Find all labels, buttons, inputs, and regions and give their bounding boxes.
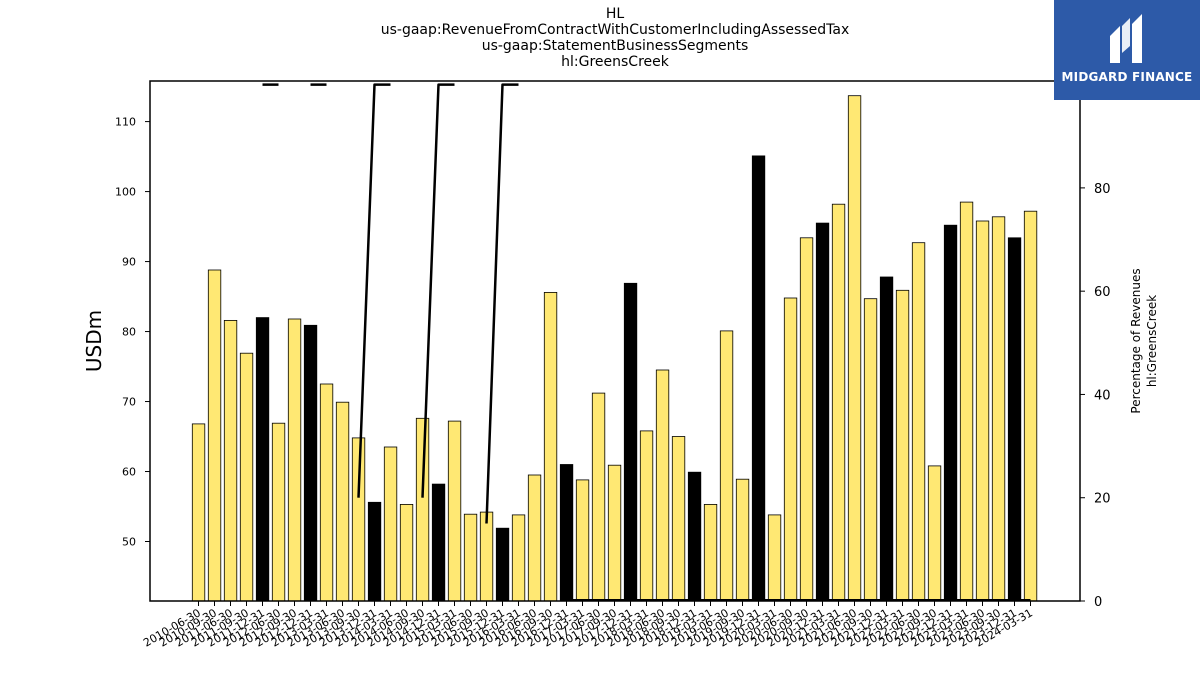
logo-mark-icon bbox=[1110, 14, 1142, 63]
bar-3 bbox=[239, 352, 254, 602]
bar-33 bbox=[719, 330, 734, 602]
bar-36 bbox=[767, 514, 782, 602]
bar-28 bbox=[639, 430, 654, 602]
y2-tick-label-4: 80 bbox=[1094, 182, 1111, 197]
bar-8 bbox=[319, 383, 334, 602]
bar-18 bbox=[479, 511, 494, 602]
bar-15 bbox=[431, 483, 446, 602]
y2-tick-label-3: 60 bbox=[1094, 285, 1111, 300]
title-line-ticker: HL bbox=[605, 6, 625, 22]
bar-9 bbox=[335, 401, 350, 602]
bar-31 bbox=[687, 471, 702, 602]
bar-27 bbox=[623, 282, 638, 602]
bar-34 bbox=[735, 478, 750, 602]
y2-axis-label-0: Percentage of Revenues bbox=[1129, 268, 1143, 413]
y2-axis-label-1: hl:GreensCreek bbox=[1145, 295, 1159, 387]
y-tick-label-0: 50 bbox=[122, 536, 136, 549]
bar-0 bbox=[191, 423, 206, 602]
bar-19 bbox=[495, 527, 510, 602]
bar-47 bbox=[943, 224, 958, 602]
bar-4 bbox=[255, 317, 270, 602]
bar-51 bbox=[1007, 237, 1022, 602]
y-tick-label-6: 110 bbox=[115, 116, 136, 129]
bar-11 bbox=[367, 501, 382, 602]
bar-23 bbox=[559, 464, 574, 602]
y-tick-label-3: 80 bbox=[122, 326, 136, 339]
y-axis-label: USDm bbox=[82, 310, 106, 372]
bar-48 bbox=[959, 201, 974, 602]
bar-44 bbox=[895, 289, 910, 602]
y-tick-label-1: 60 bbox=[122, 466, 136, 479]
bar-35 bbox=[751, 155, 766, 602]
bar-17 bbox=[463, 513, 478, 602]
bar-52 bbox=[1023, 210, 1038, 602]
title-line-member: hl:GreensCreek bbox=[561, 54, 669, 70]
bar-24 bbox=[575, 479, 590, 602]
title-line-axis: us-gaap:StatementBusinessSegments bbox=[481, 38, 749, 54]
bar-50 bbox=[991, 216, 1006, 602]
bar-43 bbox=[879, 276, 894, 602]
bar-22 bbox=[543, 291, 558, 602]
chart-title: HL us-gaap:RevenueFromContractWithCustom… bbox=[150, 6, 1080, 70]
bar-39 bbox=[815, 222, 830, 602]
bar-14 bbox=[415, 417, 430, 602]
title-line-concept: us-gaap:RevenueFromContractWithCustomerI… bbox=[380, 22, 850, 38]
bar-46 bbox=[927, 465, 942, 602]
y-tick-label-2: 70 bbox=[122, 396, 136, 409]
y2-tick-label-1: 20 bbox=[1094, 492, 1111, 507]
bar-26 bbox=[607, 464, 622, 602]
bar-20 bbox=[511, 514, 526, 602]
bar-13 bbox=[399, 503, 414, 602]
bar-1 bbox=[207, 269, 222, 602]
midgard-finance-logo: MIDGARD FINANCE bbox=[1054, 0, 1200, 100]
bar-45 bbox=[911, 242, 926, 602]
bar-12 bbox=[383, 446, 398, 602]
bar-37 bbox=[783, 297, 798, 602]
bar-6 bbox=[287, 318, 302, 602]
bar-41 bbox=[847, 95, 862, 602]
bar-38 bbox=[799, 237, 814, 602]
y2-tick-label-0: 0 bbox=[1094, 595, 1102, 610]
bar-49 bbox=[975, 220, 990, 602]
bar-42 bbox=[863, 298, 878, 602]
logo-text: MIDGARD FINANCE bbox=[1061, 70, 1193, 84]
bar-30 bbox=[671, 436, 686, 602]
bar-16 bbox=[447, 420, 462, 602]
bar-10 bbox=[351, 437, 366, 602]
y2-tick-label-2: 40 bbox=[1094, 388, 1111, 403]
bar-29 bbox=[655, 369, 670, 602]
bar-5 bbox=[271, 422, 286, 602]
bar-25 bbox=[591, 392, 606, 602]
bar-21 bbox=[527, 474, 542, 602]
bar-32 bbox=[703, 503, 718, 602]
bar-2 bbox=[223, 319, 238, 602]
y-tick-label-4: 90 bbox=[122, 256, 136, 269]
bar-7 bbox=[303, 324, 318, 602]
bar-40 bbox=[831, 203, 846, 602]
y-tick-label-5: 100 bbox=[115, 186, 136, 199]
